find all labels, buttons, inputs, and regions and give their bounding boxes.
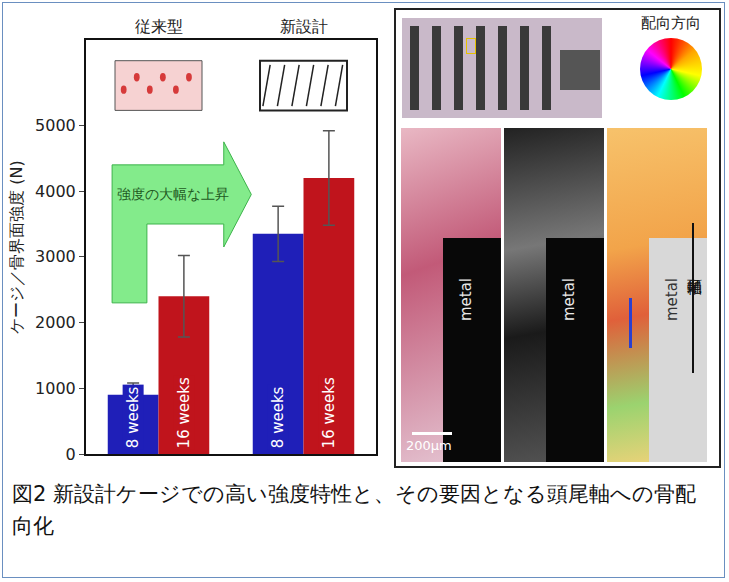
svg-text:従来型: 従来型 — [135, 17, 183, 36]
svg-text:2000: 2000 — [35, 313, 76, 332]
svg-text:1000: 1000 — [35, 379, 76, 398]
svg-text:新設計: 新設計 — [280, 17, 328, 36]
html-text:図2 新設計ケージでの高い強度特性と、その要因となる頭尾軸へ: 図2 新設計ケージでの高い強度特性と、その要因となる頭尾軸への骨配向化 — [12, 482, 696, 538]
svg-text:3000: 3000 — [35, 247, 76, 266]
svg-text:ケージ／骨界面強度 (N): ケージ／骨界面強度 (N) — [7, 160, 26, 334]
svg-text:0: 0 — [66, 445, 76, 464]
html-text:metal: metal — [457, 278, 475, 322]
html-text:200μm: 200μm — [406, 438, 452, 453]
svg-text:5000: 5000 — [35, 116, 76, 135]
svg-text:8 weeks: 8 weeks — [124, 386, 142, 448]
html-text:metal: metal — [663, 278, 681, 322]
svg-text:8 weeks: 8 weeks — [269, 386, 287, 448]
svg-text:強度の大幅な上昇: 強度の大幅な上昇 — [117, 186, 229, 202]
html-text:metal: metal — [560, 278, 578, 322]
svg-text:4000: 4000 — [35, 182, 76, 201]
svg-text:16 weeks: 16 weeks — [175, 377, 193, 448]
svg-text:16 weeks: 16 weeks — [320, 377, 338, 448]
html-text:配向方向: 配向方向 — [641, 14, 701, 32]
